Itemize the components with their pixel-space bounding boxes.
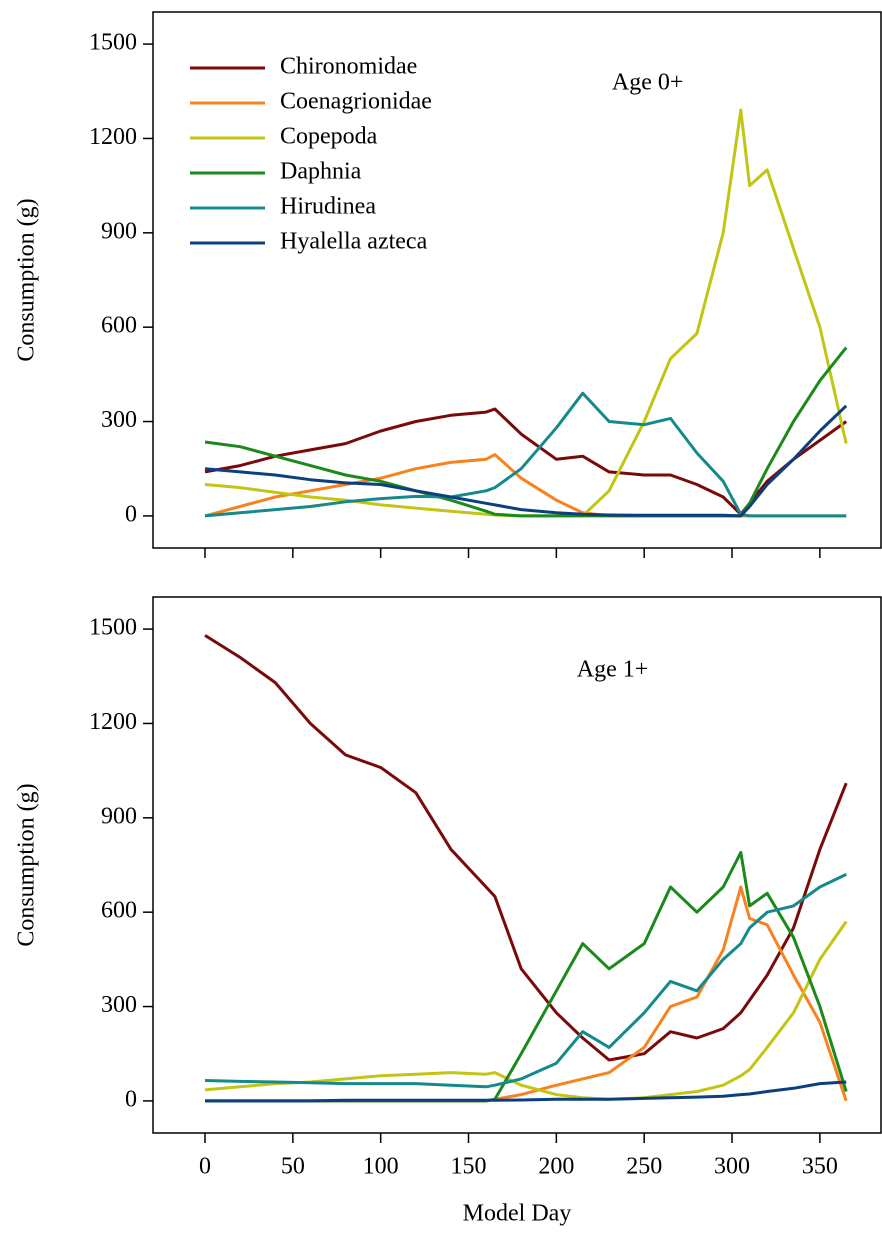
legend-label: Daphnia: [280, 159, 362, 185]
series-line: Hirudinea: [204, 391, 847, 518]
y-tick-label: 0: [125, 501, 137, 527]
series-line: Chironomidae: [204, 634, 848, 1062]
y-axis-label: Consumption (g): [14, 783, 40, 946]
x-tick-label: 50: [281, 1154, 305, 1180]
series-line: Hyalella azteca: [205, 1080, 847, 1103]
y-tick-label: 900: [101, 218, 137, 244]
annotation: Age 1+: [577, 657, 649, 683]
x-tick-label: 100: [363, 1154, 399, 1180]
legend-label: Hirudinea: [280, 194, 376, 220]
x-tick-label: 300: [714, 1154, 750, 1180]
series-line: Daphnia: [204, 346, 848, 518]
y-tick-label: 600: [101, 898, 137, 924]
x-tick-label: 150: [451, 1154, 487, 1180]
annotation: Age 0+: [612, 70, 684, 96]
legend-label: Coenagrionidae: [280, 89, 432, 115]
series-line: Hirudinea: [204, 873, 847, 1089]
x-tick-label: 350: [802, 1154, 838, 1180]
legend-label: Copepoda: [280, 124, 378, 150]
x-axis-label: Model Day: [463, 1201, 572, 1227]
y-tick-label: 600: [101, 313, 137, 339]
y-tick-label: 1200: [89, 709, 137, 735]
series-line: Copepoda: [204, 920, 848, 1101]
plot-frame: [152, 11, 882, 549]
x-tick-label: 250: [626, 1154, 662, 1180]
y-tick-label: 0: [125, 1086, 137, 1112]
legend-label: Chironomidae: [280, 54, 417, 80]
y-tick-label: 1200: [89, 124, 137, 150]
y-tick-label: 1500: [89, 615, 137, 641]
y-tick-label: 1500: [89, 30, 137, 56]
x-tick-label: 0: [199, 1154, 211, 1180]
legend-label: Hyalella azteca: [280, 229, 428, 255]
x-tick-label: 200: [538, 1154, 574, 1180]
y-tick-label: 900: [101, 803, 137, 829]
series-line: Hyalella azteca: [204, 404, 848, 518]
plot-frame: [152, 596, 882, 1134]
y-axis-label: Consumption (g): [14, 198, 40, 361]
y-tick-label: 300: [101, 992, 137, 1018]
y-tick-label: 300: [101, 407, 137, 433]
